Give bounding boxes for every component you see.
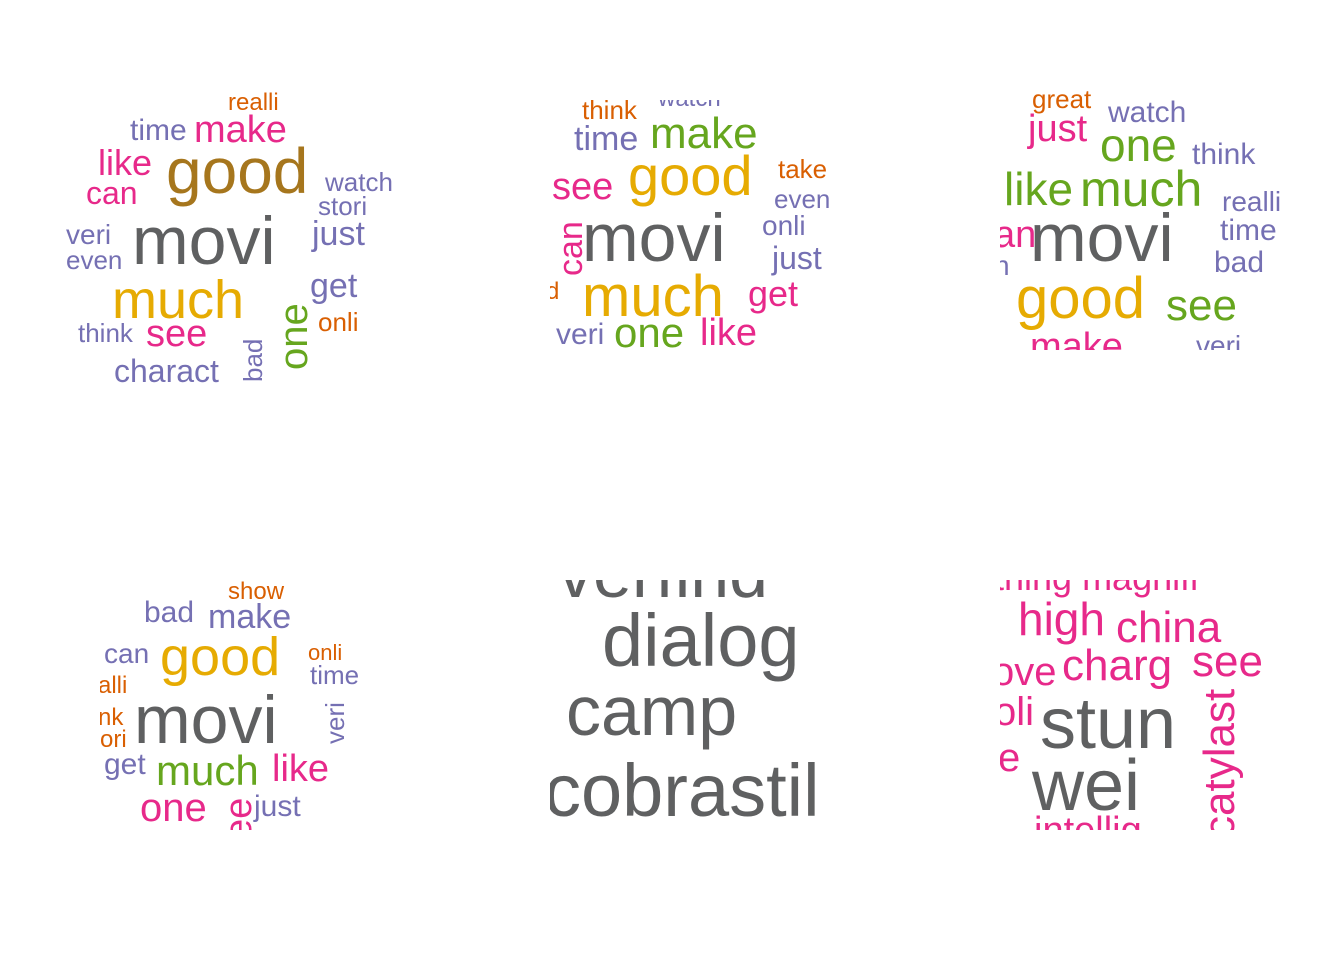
cloud-word: one <box>1100 119 1177 171</box>
cloud-word: charact <box>114 353 219 389</box>
cloud-word: d <box>550 278 560 305</box>
cloud-word: like <box>272 748 330 790</box>
cloud-word: wei <box>1032 746 1141 826</box>
cloud-word: watch <box>1108 96 1187 129</box>
cloud-word: camp <box>566 672 738 750</box>
cloud-word: much <box>112 270 245 330</box>
cloud-word: make <box>194 109 287 151</box>
cloud-word: even <box>774 184 831 214</box>
cloud-word: veri <box>320 702 350 744</box>
cloud-word: alli <box>100 672 128 699</box>
cloud-word: just <box>1028 108 1088 150</box>
word-cloud-4: show bad make can good onli time alli ve… <box>100 578 360 831</box>
cloud-word: bad <box>238 338 268 382</box>
cloud-word: veri <box>66 219 112 250</box>
cloud-word: great <box>1032 88 1092 114</box>
cloud-word: see <box>1192 637 1263 686</box>
cloud-word: n <box>1000 250 1010 281</box>
cloud-word: make <box>1030 326 1123 350</box>
cloud-word: high <box>1018 593 1105 645</box>
cloud-word: china <box>1116 603 1222 652</box>
cloud-word: make <box>208 598 292 636</box>
word-cloud-1: realli time make like good can watch sto… <box>60 85 420 395</box>
cloud-word: dialog <box>602 599 800 682</box>
cloud-word: one <box>140 786 207 830</box>
cloud-word: watch <box>658 100 721 111</box>
cloud-word: can <box>104 638 150 669</box>
cloud-word: e <box>1000 736 1021 780</box>
cloud-word: realli <box>1222 186 1282 217</box>
cloud-word: verfind <box>558 580 768 608</box>
cloud-word: much <box>1080 161 1203 217</box>
cloud-word: time <box>130 114 187 147</box>
cloud-word: onli <box>308 640 343 665</box>
cloud-word: bad <box>144 596 195 629</box>
cloud-word: much <box>156 747 259 794</box>
cloud-word: see <box>552 166 614 208</box>
cloud-word: just <box>312 215 365 253</box>
cloud-word: realli <box>228 89 279 116</box>
word-cloud-2: think watch time make take see good even… <box>550 100 850 354</box>
cloud-word: veri <box>556 318 605 351</box>
cloud-word: good <box>1016 266 1146 331</box>
cloud-word: get <box>310 267 358 305</box>
cloud-word: ori <box>100 726 127 753</box>
cloud-word: movi <box>132 203 276 279</box>
cloud-word: can <box>86 175 138 211</box>
cloud-word: onli <box>762 210 806 241</box>
cloud-word: nk <box>100 704 124 731</box>
cloud-word: show <box>228 578 285 605</box>
cloud-word: think <box>1192 138 1256 171</box>
cloud-word: much <box>582 264 724 329</box>
cloud-word: good <box>166 135 309 207</box>
cloud-word: just <box>772 240 822 276</box>
cloud-word: ove <box>1000 650 1057 694</box>
cloud-word: oli <box>1000 690 1035 734</box>
cloud-word: stori <box>318 191 368 221</box>
cloud-word: stun <box>1040 684 1177 764</box>
cloud-word: thing magnifi <box>1000 580 1198 596</box>
cloud-word: good <box>628 144 753 207</box>
cloud-word: charg <box>1062 641 1173 690</box>
cloud-word: an <box>1000 214 1037 256</box>
cloud-word: time <box>1220 214 1277 247</box>
cloud-word: get <box>104 748 146 781</box>
cloud-word: make <box>650 109 758 158</box>
cloud-word: movi <box>582 200 726 276</box>
cloud-word: one <box>614 309 685 354</box>
cloud-word: time <box>310 660 360 690</box>
cloud-word: ee <box>218 797 260 830</box>
cloud-word: even <box>66 245 123 275</box>
cloud-word: intellig <box>1034 812 1142 830</box>
word-cloud-3: great watch just one think like much rea… <box>1000 88 1300 350</box>
cloud-word: catylast <box>1195 688 1244 830</box>
cloud-word: think <box>582 100 637 125</box>
cloud-word: like <box>1004 163 1074 215</box>
cloud-word: cobrastil <box>550 749 820 828</box>
cloud-word: see <box>146 313 208 355</box>
cloud-word: like <box>98 142 153 183</box>
cloud-word: think <box>78 318 133 348</box>
cloud-word: time <box>574 120 639 158</box>
cloud-word: take <box>778 154 828 184</box>
cloud-word: watch <box>325 167 393 197</box>
cloud-word: good <box>160 627 281 687</box>
word-cloud-5: verfind dialog camp cobrastil <box>550 580 844 828</box>
word-cloud-6: thing magnifi high china ove charg see o… <box>1000 580 1270 830</box>
cloud-word: one <box>272 303 316 370</box>
cloud-word: movi <box>1030 200 1174 276</box>
cloud-word: get <box>748 273 799 314</box>
cloud-word: see <box>1166 281 1237 330</box>
cloud-word: like <box>700 312 758 354</box>
cloud-word: onli <box>318 307 359 337</box>
cloud-word: just <box>254 790 301 823</box>
cloud-word: bad <box>1214 246 1265 279</box>
cloud-word: veri <box>1196 330 1242 351</box>
cloud-word: movi <box>134 682 278 758</box>
